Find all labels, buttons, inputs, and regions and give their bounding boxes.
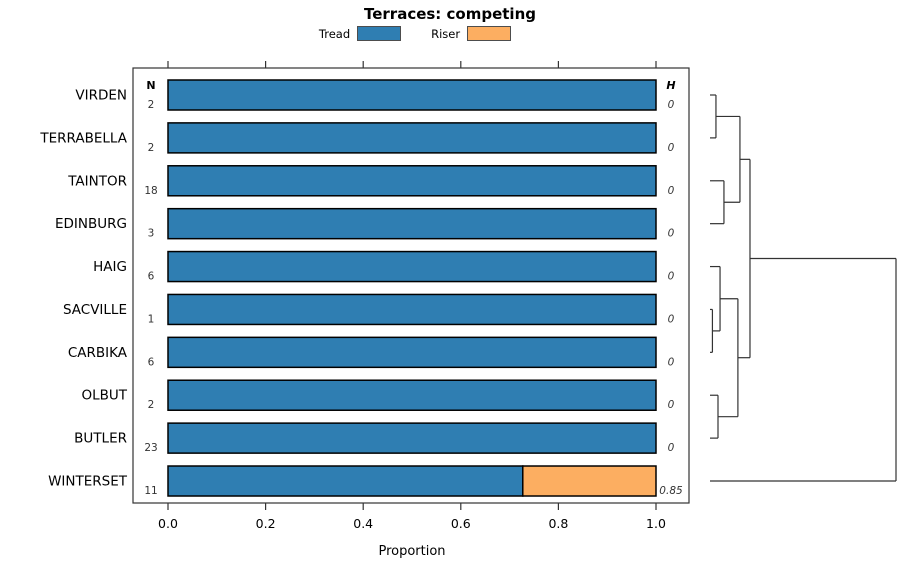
bar-segment-tread [167,465,524,497]
legend-label-riser: Riser [431,26,461,41]
n-value: 18 [144,185,157,197]
n-value: 3 [148,228,155,240]
h-value: 0 [668,313,675,325]
bar-segment-tread [167,379,657,411]
h-value: 0 [668,185,675,197]
plot-box [132,67,690,504]
bar-segment-tread [167,336,657,369]
row-label: VIRDEN [75,88,127,104]
row-label: EDINBURG [55,216,127,232]
legend-label-tread: Tread [318,26,351,41]
row-label: CARBIKA [68,345,128,361]
x-axis-label: Proportion [378,544,446,559]
h-value: 0.85 [659,485,683,497]
h-value: 0 [668,271,675,283]
row-label: BUTLER [74,431,127,447]
h-column-header: H [666,79,675,92]
legend-swatch-riser [467,26,512,41]
h-value: 0 [668,399,675,411]
h-value: 0 [668,99,675,111]
bar-segment-tread [167,79,657,111]
n-value: 11 [144,485,157,497]
x-tick-label: 1.0 [646,516,666,531]
x-tick-label: 0.0 [158,516,178,531]
bar-segment-riser [522,465,657,497]
row-label: TAINTOR [67,173,127,189]
chart-title: Terraces: competing [363,5,536,23]
n-value: 1 [148,313,155,325]
bar-segment-tread [167,293,657,326]
x-tick-label: 0.2 [256,516,276,531]
n-value: 2 [148,142,155,154]
row-label: TERRABELLA [39,130,127,146]
n-value: 2 [148,99,155,111]
row-label: OLBUT [81,388,127,404]
bar-segment-tread [167,250,657,283]
n-value: 6 [148,356,155,368]
h-value: 0 [668,142,675,154]
h-value: 0 [668,228,675,240]
n-value: 6 [148,271,155,283]
x-tick-label: 0.4 [353,516,373,531]
bar-segment-tread [167,165,657,197]
bar-segment-tread [167,422,657,454]
bar-segment-tread [167,122,657,154]
n-column-header: N [146,79,155,92]
row-label: SACVILLE [63,302,127,318]
h-value: 0 [668,356,675,368]
bar-segment-tread [167,207,657,240]
legend: Tread Riser [0,26,830,41]
x-tick-label: 0.6 [451,516,471,531]
row-label: HAIG [93,259,127,275]
n-value: 23 [144,442,157,454]
legend-swatch-tread [357,26,402,41]
legend-item-tread: Tread [318,26,402,41]
row-label: WINTERSET [48,474,128,490]
n-value: 2 [148,399,155,411]
legend-item-riser: Riser [431,26,512,41]
x-tick-label: 0.8 [548,516,568,531]
h-value: 0 [668,442,675,454]
